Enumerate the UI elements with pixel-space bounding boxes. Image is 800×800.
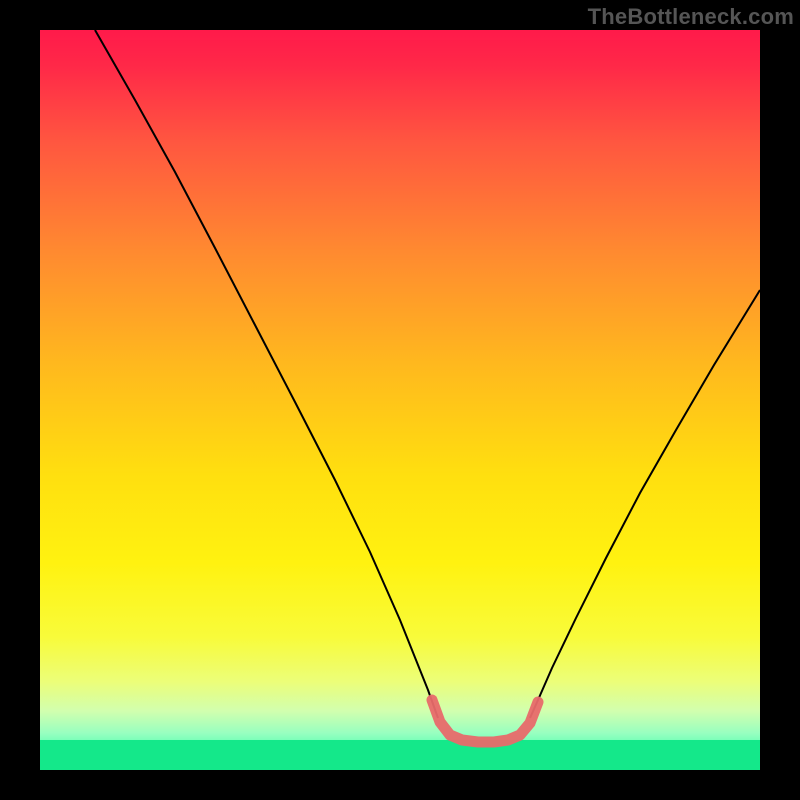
chart-container: TheBottleneck.com <box>0 0 800 800</box>
watermark-text: TheBottleneck.com <box>588 4 794 30</box>
plot-background <box>40 30 760 770</box>
bottom-green-band <box>40 740 760 770</box>
bottleneck-curve-chart <box>0 0 800 800</box>
